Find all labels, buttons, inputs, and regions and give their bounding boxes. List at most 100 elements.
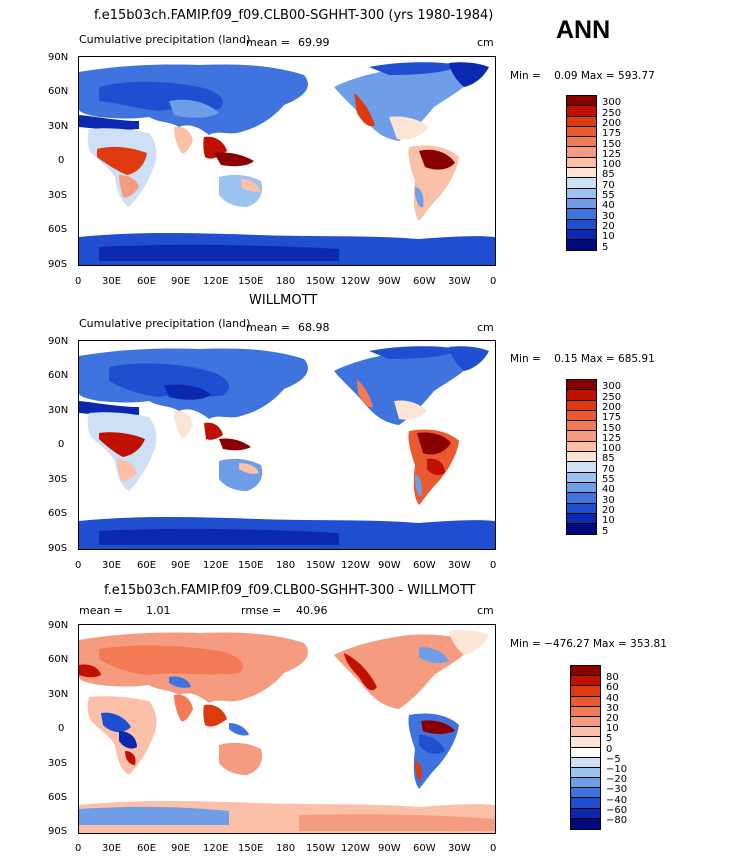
colorbar-swatch — [567, 524, 596, 535]
colorbar-label: 55 — [602, 190, 615, 201]
colorbar-swatch — [567, 441, 596, 453]
panel2-left-label: Cumulative precipitation (land) — [79, 317, 251, 330]
panel1-mean-value: 69.99 — [298, 36, 330, 49]
colorbar-swatch — [567, 503, 596, 514]
colorbar-swatch — [571, 727, 600, 738]
lon-label: 30W — [448, 843, 471, 854]
lat-label: 30S — [48, 190, 68, 201]
colorbar-label: 20 — [602, 220, 615, 232]
colorbar-swatch — [571, 778, 600, 789]
lon-label: 60W — [413, 276, 436, 287]
colorbar-label: 85 — [602, 169, 615, 181]
lat-label: 90N — [48, 620, 69, 631]
colorbar-swatch — [567, 229, 596, 241]
lon-label: 0 — [75, 276, 82, 287]
lat-label: 30N — [48, 405, 69, 416]
lon-label: 90W — [378, 843, 401, 854]
panel3-mean-label: mean = — [79, 604, 123, 617]
colorbar-label: −40 — [606, 794, 628, 806]
lon-label: 150W — [306, 560, 335, 571]
panel2-units: cm — [477, 321, 494, 334]
australia — [219, 742, 263, 775]
lon-label: 150E — [238, 276, 264, 287]
panel3-minmax: Min = −476.27 Max = 353.81 — [510, 638, 667, 650]
lat-label: 0 — [58, 155, 65, 166]
colorbar-swatch — [567, 493, 596, 504]
colorbar-swatch — [571, 757, 600, 768]
india — [174, 410, 193, 438]
colorbar-swatch — [571, 788, 600, 799]
lat-label: 60S — [48, 224, 68, 235]
lon-label: 0 — [490, 560, 497, 571]
colorbar-label: 250 — [602, 391, 622, 403]
lon-label: 120E — [203, 276, 229, 287]
colorbar-swatch — [571, 696, 600, 707]
colorbar-label: 70 — [602, 463, 615, 475]
lon-label: 60E — [137, 843, 157, 854]
colorbar-swatch — [567, 147, 596, 158]
colorbar-swatch — [567, 198, 596, 210]
panel1-minmax: Min = 0.09 Max = 593.77 — [510, 70, 655, 82]
colorbar-swatch — [571, 676, 600, 687]
colorbar-label: −20 — [606, 774, 628, 786]
colorbar-swatch — [571, 666, 600, 677]
lon-label: 30E — [102, 843, 122, 854]
colorbar-label: 300 — [602, 381, 622, 393]
greenland — [449, 62, 489, 87]
panel2-mean-value: 68.98 — [298, 321, 330, 334]
colorbar-swatch — [567, 472, 596, 483]
lon-label: 150E — [238, 843, 264, 854]
panel1-map — [78, 56, 496, 266]
colorbar-label: 175 — [602, 412, 622, 424]
colorbar-label: 10 — [602, 231, 615, 243]
lat-label: 30S — [48, 758, 68, 769]
colorbar-swatch — [567, 209, 596, 220]
colorbar-label: 175 — [602, 128, 622, 140]
colorbar-label: 55 — [602, 474, 615, 485]
lat-label: 30N — [48, 121, 69, 132]
lon-label: 30E — [102, 276, 122, 287]
colorbar-label: 300 — [602, 97, 622, 109]
colorbar-swatch — [567, 116, 596, 127]
panel1-colorbar — [566, 95, 597, 252]
colorbar-swatch — [567, 452, 596, 463]
panel1-map-canvas — [79, 62, 495, 265]
colorbar-swatch — [567, 137, 596, 148]
lon-label: 90E — [171, 276, 191, 287]
panel2-colorbar — [566, 379, 597, 536]
colorbar-label: 5 — [602, 525, 609, 537]
lat-label: 60S — [48, 508, 68, 519]
colorbar-label: 40 — [602, 200, 615, 212]
colorbar-swatch — [567, 168, 596, 179]
panel1-left-label: Cumulative precipitation (land) — [79, 33, 251, 46]
lat-label: 60N — [48, 370, 69, 381]
panel1-title: f.e15b03ch.FAMIP.f09_f09.CLB00-SGHHT-300… — [94, 8, 494, 23]
lon-label: 0 — [75, 560, 82, 571]
lon-label: 90E — [171, 843, 191, 854]
colorbar-swatch — [567, 482, 596, 494]
colorbar-label: 80 — [606, 672, 619, 684]
colorbar-label: 30 — [602, 210, 615, 222]
lat-label: 90S — [48, 826, 68, 837]
lon-label: 0 — [490, 276, 497, 287]
panel3-map — [78, 624, 496, 834]
colorbar-swatch — [567, 410, 596, 422]
colorbar-swatch — [571, 818, 600, 829]
lon-label: 120W — [341, 560, 370, 571]
greenland — [449, 630, 489, 655]
greenland — [449, 346, 489, 371]
lon-label: 90E — [171, 560, 191, 571]
lon-label: 60E — [137, 276, 157, 287]
lon-label: 180 — [276, 560, 296, 571]
lat-label: 90S — [48, 543, 68, 554]
colorbar-swatch — [567, 421, 596, 432]
lon-label: 30E — [102, 560, 122, 571]
colorbar-label: 40 — [606, 692, 619, 704]
panel3-colorbar — [570, 665, 601, 830]
lat-label: 90N — [48, 336, 69, 347]
lat-label: 90N — [48, 52, 69, 63]
colorbar-swatch — [567, 126, 596, 138]
colorbar-label: 85 — [602, 453, 615, 465]
colorbar-label: 125 — [602, 148, 622, 160]
colorbar-label: 200 — [602, 401, 622, 413]
